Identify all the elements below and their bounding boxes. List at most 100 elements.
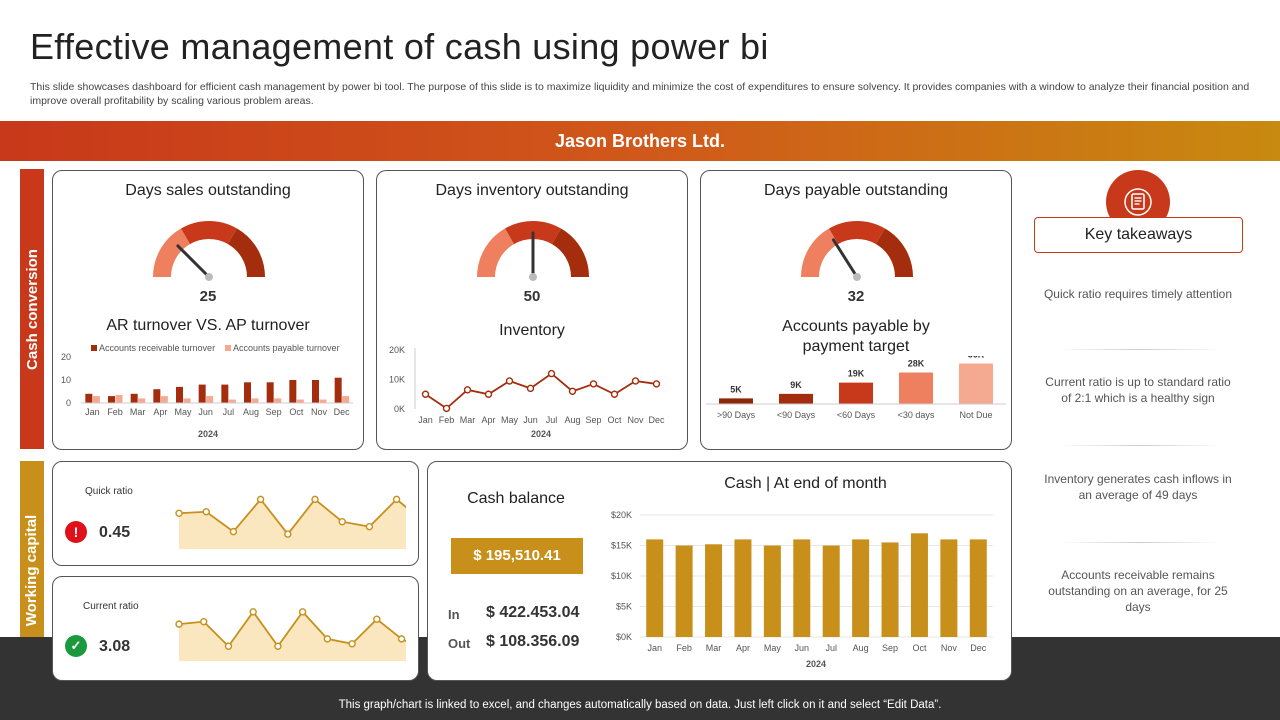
check-icon: ✓	[65, 635, 87, 657]
cash-bar	[822, 545, 840, 637]
data-label: 5K	[730, 384, 742, 394]
x-tick-label: Jan	[85, 407, 100, 417]
dpo-card[interactable]: Days payable outstanding 32 Accounts pay…	[700, 170, 1012, 450]
ap-turnover-bar	[319, 399, 327, 403]
payable-bar	[899, 372, 933, 404]
ratio-area	[179, 611, 406, 661]
company-banner: Jason Brothers Ltd.	[0, 121, 1280, 161]
dso-card[interactable]: Days sales outstanding 25 AR turnover VS…	[52, 170, 364, 450]
x-tick-label: Aug	[564, 415, 580, 425]
key-takeaways-title: Key takeaways	[1034, 217, 1243, 253]
quick-ratio-card[interactable]: Quick ratio ! 0.45	[52, 461, 419, 566]
ar-turnover-bar	[266, 382, 274, 403]
gauge-segment	[181, 221, 237, 245]
x-tick-label: Feb	[107, 407, 123, 417]
ar-turnover-bar	[334, 377, 342, 403]
cash-bar	[705, 544, 723, 637]
x-tick-label: Dec	[970, 643, 987, 653]
working-capital-label: Working capital	[23, 514, 41, 626]
x-tick-label: Oct	[912, 643, 927, 653]
ar-turnover-bar	[289, 380, 297, 403]
x-tick-label: <90 Days	[777, 410, 816, 420]
inventory-point	[631, 377, 640, 385]
payable-chart[interactable]: 5K >90 Days 9K <90 Days 19K <60 Days 28K <30 da…	[701, 356, 1011, 441]
ratio-point	[224, 642, 233, 650]
y-tick-label: $5K	[616, 602, 632, 612]
gauge-segment	[227, 228, 265, 278]
cash-conversion-label: Cash conversion	[23, 248, 41, 370]
ratio-point	[249, 608, 257, 616]
x-tick-label: Sep	[585, 415, 601, 425]
gauge-value: 32	[847, 288, 865, 305]
gauge-segment	[551, 228, 589, 278]
y-tick-label: $20K	[611, 510, 632, 520]
ratio-line	[178, 610, 406, 648]
ratio-point	[175, 620, 183, 628]
inventory-point	[484, 390, 493, 398]
cash-bar	[675, 545, 693, 637]
cash-month-chart[interactable]: $0K $5K $10K $15K $20K Jan Feb Mar Apr May Jun Jul A…	[598, 502, 1008, 674]
inventory-point	[442, 404, 451, 413]
current-ratio-card[interactable]: Current ratio ✓ 3.08	[52, 576, 419, 681]
y-tick-label: 10	[61, 375, 71, 385]
x-tick-label: Jun	[523, 415, 538, 425]
current-ratio-chart[interactable]	[171, 597, 406, 669]
ar-turnover-bar	[221, 384, 229, 403]
ratio-point	[256, 495, 265, 504]
y-tick-label: $15K	[611, 541, 632, 551]
x-tick-label: Sep	[266, 407, 282, 417]
takeaway-divider	[1060, 349, 1220, 350]
ap-turnover-bar	[228, 399, 236, 403]
cash-bar	[734, 539, 752, 637]
ratio-point	[365, 522, 374, 531]
gauge-title: Days sales outstanding	[125, 182, 291, 199]
inventory-point	[568, 387, 577, 395]
x-tick-label: Mar	[460, 415, 476, 425]
y-tick-label: 0K	[394, 404, 405, 414]
inventory-point	[652, 380, 661, 388]
inventory-chart[interactable]: 0K 10K 20K Jan Feb Mar Apr May Jun Jul Aug Sep Oct No…	[377, 339, 687, 444]
company-name: Jason Brothers Ltd.	[554, 131, 726, 151]
x-tick-label: <60 Days	[837, 410, 876, 420]
x-tick-label: Aug	[243, 407, 259, 417]
x-tick-label: Nov	[311, 407, 328, 417]
ap-turnover-bar	[138, 398, 146, 403]
cash-balance-value: $ 195,510.41	[451, 538, 583, 574]
takeaway-divider	[1060, 542, 1220, 543]
x-tick-label: May	[501, 415, 519, 425]
page-subtitle: This slide showcases dashboard for effic…	[30, 81, 1250, 107]
y-tick-label: 20	[61, 352, 71, 362]
ap-turnover-bar	[251, 398, 259, 403]
gauge-pivot	[205, 273, 213, 281]
x-tick-label: Jan	[647, 643, 662, 653]
quick-ratio-chart[interactable]	[171, 476, 406, 554]
payable-bar	[839, 382, 873, 404]
cash-out-label: Out	[448, 636, 471, 651]
gauge-segment	[477, 228, 515, 278]
inventory-point	[589, 380, 598, 388]
chart-title: Accounts payable by payment target	[782, 318, 930, 355]
takeaway-item: Quick ratio requires timely attention	[1043, 287, 1233, 301]
dio-card[interactable]: Days inventory outstanding 50 Inventory …	[376, 170, 688, 450]
x-tick-label: Oct	[289, 407, 304, 417]
document-icon	[1124, 188, 1152, 216]
x-tick-label: May	[764, 643, 782, 653]
gauge-segment	[829, 221, 885, 245]
x-tick-label: Jul	[825, 643, 837, 653]
cash-month-title: Cash | At end of month	[724, 475, 887, 492]
takeaway-divider	[1060, 445, 1220, 446]
cash-card[interactable]: Cash balance $ 195,510.41 In $ 422.453.0…	[427, 461, 1012, 681]
y-tick-label: 0	[66, 398, 71, 408]
gauge-pivot	[529, 273, 537, 281]
cash-conversion-sidebar: Cash conversion	[20, 169, 44, 449]
ratio-point	[373, 615, 381, 623]
turnover-chart[interactable]: Accounts receivable turnover Accounts pa…	[53, 339, 363, 444]
current-ratio-value: 3.08	[99, 638, 131, 655]
inventory-point	[421, 390, 430, 398]
ap-turnover-bar	[92, 396, 100, 403]
x-tick-label: Jan	[418, 415, 433, 425]
data-label: 9K	[790, 380, 802, 390]
legend-swatch-ar	[91, 345, 97, 351]
ratio-point	[348, 640, 356, 648]
ratio-point	[284, 530, 292, 538]
